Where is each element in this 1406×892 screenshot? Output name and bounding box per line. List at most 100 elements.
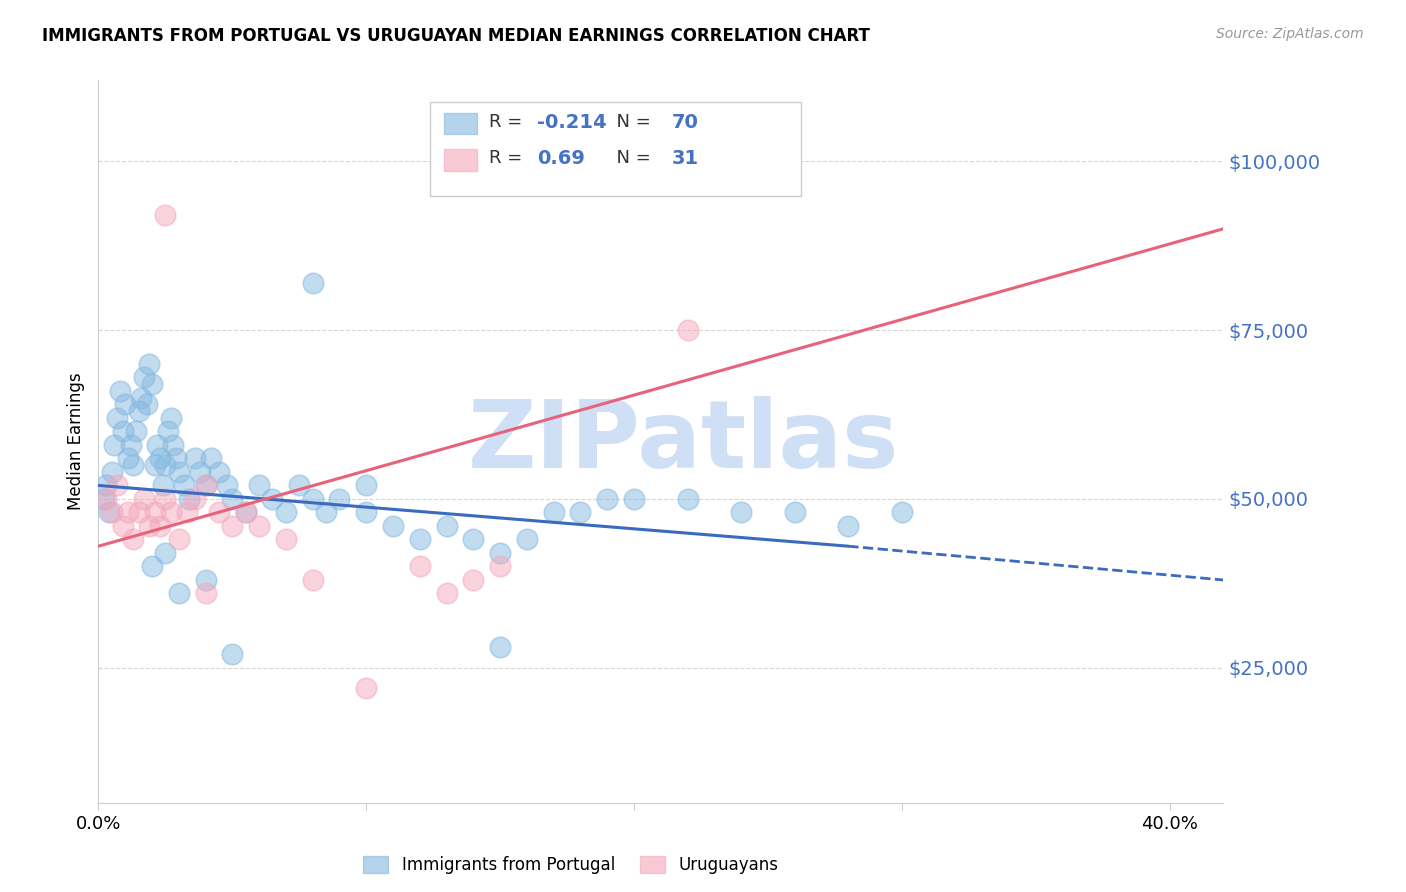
Point <box>188 465 211 479</box>
Point <box>128 505 150 519</box>
Point <box>235 505 257 519</box>
Point <box>108 384 131 398</box>
Y-axis label: Median Earnings: Median Earnings <box>66 373 84 510</box>
Point <box>569 505 592 519</box>
Point <box>516 533 538 547</box>
Point <box>93 491 115 506</box>
Point <box>162 438 184 452</box>
Point <box>262 491 284 506</box>
Point <box>354 681 377 695</box>
Point <box>409 559 432 574</box>
Point <box>301 491 323 506</box>
Point <box>152 478 174 492</box>
Point <box>173 478 195 492</box>
Point <box>315 505 337 519</box>
Point <box>105 411 128 425</box>
Point <box>155 491 177 506</box>
Point <box>221 519 243 533</box>
Point <box>194 573 217 587</box>
Point <box>117 505 139 519</box>
Point <box>596 491 619 506</box>
Point <box>194 478 217 492</box>
Text: R =: R = <box>489 149 527 168</box>
Point <box>301 276 323 290</box>
Point <box>247 519 270 533</box>
FancyBboxPatch shape <box>444 149 478 170</box>
Point <box>436 519 458 533</box>
Point <box>143 505 166 519</box>
Point <box>129 391 152 405</box>
Point <box>489 559 512 574</box>
Point <box>730 505 752 519</box>
Point <box>132 491 155 506</box>
Point <box>111 425 134 439</box>
Point <box>155 458 177 472</box>
Point <box>176 505 198 519</box>
Point <box>165 451 187 466</box>
Point <box>179 491 201 506</box>
Point <box>436 586 458 600</box>
Point <box>167 465 190 479</box>
Point <box>101 505 124 519</box>
Text: R =: R = <box>489 113 527 131</box>
Point <box>221 647 243 661</box>
Point <box>382 519 405 533</box>
Point <box>96 478 118 492</box>
Point <box>200 451 222 466</box>
Point <box>184 491 207 506</box>
Point <box>138 519 160 533</box>
Text: N =: N = <box>605 149 657 168</box>
Point <box>194 586 217 600</box>
Point <box>122 458 145 472</box>
Point <box>146 438 169 452</box>
Point <box>98 505 121 519</box>
Point <box>138 357 160 371</box>
Point <box>159 411 181 425</box>
Point <box>463 533 485 547</box>
Point <box>274 533 297 547</box>
Point <box>409 533 432 547</box>
Point <box>96 491 118 506</box>
Point <box>132 370 155 384</box>
Text: 0.69: 0.69 <box>537 149 585 168</box>
Point <box>167 533 190 547</box>
Point <box>354 505 377 519</box>
Point <box>194 478 217 492</box>
Text: 70: 70 <box>672 112 699 132</box>
Point <box>208 465 231 479</box>
Point <box>141 559 163 574</box>
Point <box>215 478 238 492</box>
Text: N =: N = <box>605 113 657 131</box>
FancyBboxPatch shape <box>444 112 478 135</box>
Text: 31: 31 <box>672 149 699 168</box>
Text: Source: ZipAtlas.com: Source: ZipAtlas.com <box>1216 27 1364 41</box>
Point <box>235 505 257 519</box>
Point <box>105 478 128 492</box>
Point <box>114 397 136 411</box>
Point <box>543 505 565 519</box>
Point <box>117 451 139 466</box>
Text: -0.214: -0.214 <box>537 112 607 132</box>
Point <box>274 505 297 519</box>
Point <box>155 546 177 560</box>
Point <box>128 404 150 418</box>
Point <box>101 465 124 479</box>
Point <box>208 505 231 519</box>
Point <box>301 573 323 587</box>
Point <box>159 505 181 519</box>
Point <box>463 573 485 587</box>
Point <box>837 519 859 533</box>
Point <box>149 519 172 533</box>
Point <box>157 425 180 439</box>
Point <box>890 505 912 519</box>
Point <box>676 491 699 506</box>
Point <box>141 377 163 392</box>
Point <box>623 491 645 506</box>
Point <box>167 586 190 600</box>
Point <box>184 451 207 466</box>
Point <box>288 478 311 492</box>
Point <box>103 438 125 452</box>
Point <box>328 491 350 506</box>
FancyBboxPatch shape <box>430 102 801 196</box>
Point <box>111 519 134 533</box>
